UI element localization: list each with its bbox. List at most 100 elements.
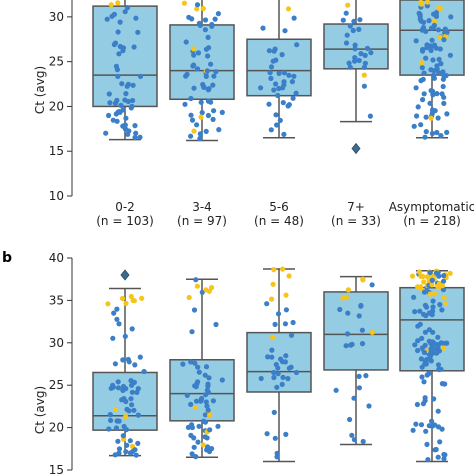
y-tick-label: 25 [49,378,64,392]
swarm-point [443,300,449,306]
swarm-point [120,383,127,390]
swarm-point [211,108,217,114]
swarm-point [194,2,201,8]
swarm-point [337,306,343,313]
swarm-point [119,397,125,403]
x-tick-sublabel: (n = 103) [96,214,154,228]
swarm-point [194,122,200,128]
swarm-point [440,76,446,82]
swarm-point [207,412,213,418]
swarm-point [356,313,362,319]
swarm-point [351,18,357,24]
swarm-point [356,373,362,379]
swarm-point [424,441,430,447]
swarm-point [131,379,137,385]
swarm-point [431,11,437,17]
swarm-point [202,17,209,23]
swarm-point [273,81,279,87]
swarm-point [275,371,281,377]
swarm-point [212,16,218,22]
swarm-point [106,112,112,119]
swarm-point [123,91,129,97]
swarm-point [434,63,440,69]
swarm-point [193,384,199,390]
swarm-point [141,368,147,375]
swarm-point [441,340,447,346]
swarm-point [346,60,352,66]
swarm-point [288,332,295,338]
swarm-point [130,297,136,304]
swarm-point [294,42,300,48]
swarm-point [128,396,134,402]
x-tick-label: 0-2 [115,200,135,214]
swarm-point [204,68,210,74]
swarm-point [116,446,123,452]
swarm-point [117,19,123,25]
swarm-point [186,294,192,301]
swarm-point [115,29,121,35]
y-tick-label: 10 [49,189,64,203]
swarm-point [448,14,454,20]
swarm-point [422,134,428,140]
swarm-point [112,361,118,367]
swarm-point [219,377,225,383]
swarm-point [205,407,211,413]
swarm-point [349,432,355,438]
swarm-point [347,64,353,70]
swarm-point [265,354,271,360]
y-tick-label: 20 [49,421,64,435]
swarm-point [216,127,222,133]
swarm-point [429,312,435,318]
swarm-point [132,134,138,141]
swarm-point [431,42,438,48]
swarm-point [423,55,429,61]
swarm-point [198,99,204,105]
swarm-point [434,129,440,136]
swarm-point [267,70,273,76]
swarm-point [279,381,285,387]
swarm-point [366,403,372,409]
swarm-point [282,321,288,327]
swarm-point [428,115,434,121]
outlier-marker [351,142,361,155]
swarm-point [114,316,120,322]
swarm-point [132,447,138,453]
swarm-point [133,130,139,136]
swarm-point [120,48,126,54]
swarm-point [414,401,420,408]
swarm-point [423,359,429,365]
swarm-point [207,427,213,433]
swarm-point [209,285,215,291]
swarm-point [421,379,427,385]
swarm-point [122,333,128,339]
swarm-point [191,52,197,58]
swarm-point [283,307,289,313]
swarm-point [115,438,121,444]
swarm-point [192,404,198,410]
swarm-point [264,431,270,437]
swarm-point [443,73,449,79]
swarm-point [191,444,197,450]
swarm-point [204,444,211,450]
swarm-point [139,295,145,301]
swarm-point [439,283,446,289]
swarm-point [129,326,135,332]
swarm-point [435,115,441,121]
swarm-point [258,85,264,91]
swarm-point [439,426,445,432]
swarm-point [123,300,129,306]
swarm-point [413,85,419,91]
swarm-point [123,449,129,455]
swarm-point [191,62,197,68]
swarm-point [280,374,286,380]
swarm-point [360,438,366,445]
swarm-point [126,359,132,365]
swarm-point [127,450,133,456]
y-tick-label: 40 [49,251,64,265]
swarm-point [429,282,435,288]
swarm-point [419,374,425,380]
swarm-point [188,133,194,139]
swarm-point [275,311,282,317]
swarm-point [281,82,287,88]
x-tick-label: Asymptomatic [389,200,474,214]
